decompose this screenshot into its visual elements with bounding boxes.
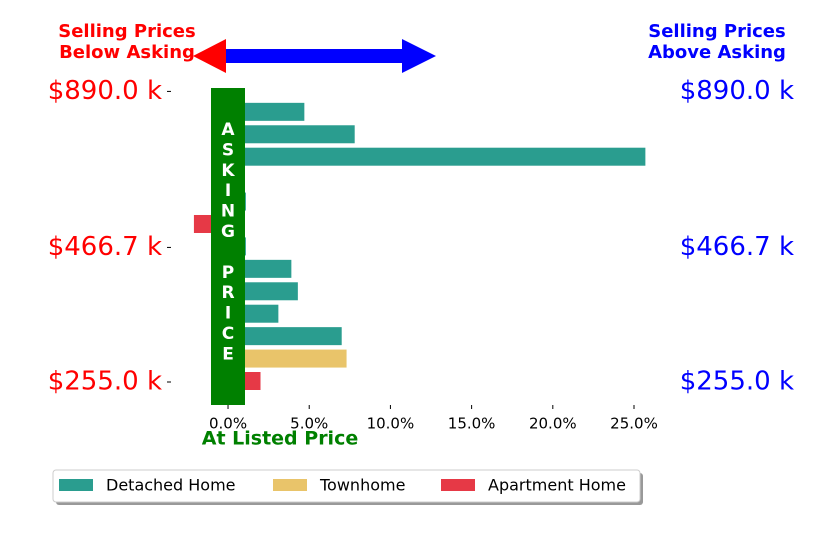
- annotation-below: Below Asking: [59, 42, 195, 63]
- arrow-left-head: [193, 39, 226, 73]
- x-tick-label: 15.0%: [448, 415, 496, 433]
- y2-tick-label: $255.0 k: [680, 367, 794, 397]
- bar: [228, 147, 646, 166]
- x-tick-label: 25.0%: [610, 415, 658, 433]
- y2-tick-label: $890.0 k: [680, 76, 794, 106]
- x-tick-label: 10.0%: [367, 415, 415, 433]
- y-tick-label: $890.0 k: [48, 76, 162, 106]
- legend-swatch: [59, 479, 93, 491]
- bar: [228, 349, 347, 368]
- asking-column: [211, 88, 245, 405]
- bar: [228, 282, 298, 301]
- arrow-right-head: [402, 39, 436, 73]
- bar: [228, 327, 342, 346]
- annotation-above: Above Asking: [648, 42, 786, 63]
- y-tick-label: $466.7 k: [48, 232, 162, 262]
- legend-swatch: [441, 479, 475, 491]
- x-tick-label: 0.0%: [209, 415, 247, 433]
- legend-label: Townhome: [319, 476, 405, 495]
- bar: [228, 125, 355, 144]
- annotation-above: Selling Prices: [648, 21, 785, 42]
- legend-label: Detached Home: [106, 476, 236, 495]
- x-tick-label: 5.0%: [290, 415, 328, 433]
- y2-tick-label: $466.7 k: [680, 232, 794, 262]
- y-tick-label: $255.0 k: [48, 367, 162, 397]
- arrow-shaft: [226, 49, 402, 63]
- legend: Detached Home Townhome Apartment Home: [52, 469, 643, 505]
- x-tick-label: 20.0%: [529, 415, 577, 433]
- bar: [228, 102, 305, 121]
- legend-swatch: [273, 479, 307, 491]
- legend-box: [52, 469, 641, 503]
- legend-label: Apartment Home: [488, 476, 626, 495]
- annotation-below: Selling Prices: [58, 21, 195, 42]
- x-axis-label: At Listed Price: [202, 428, 358, 450]
